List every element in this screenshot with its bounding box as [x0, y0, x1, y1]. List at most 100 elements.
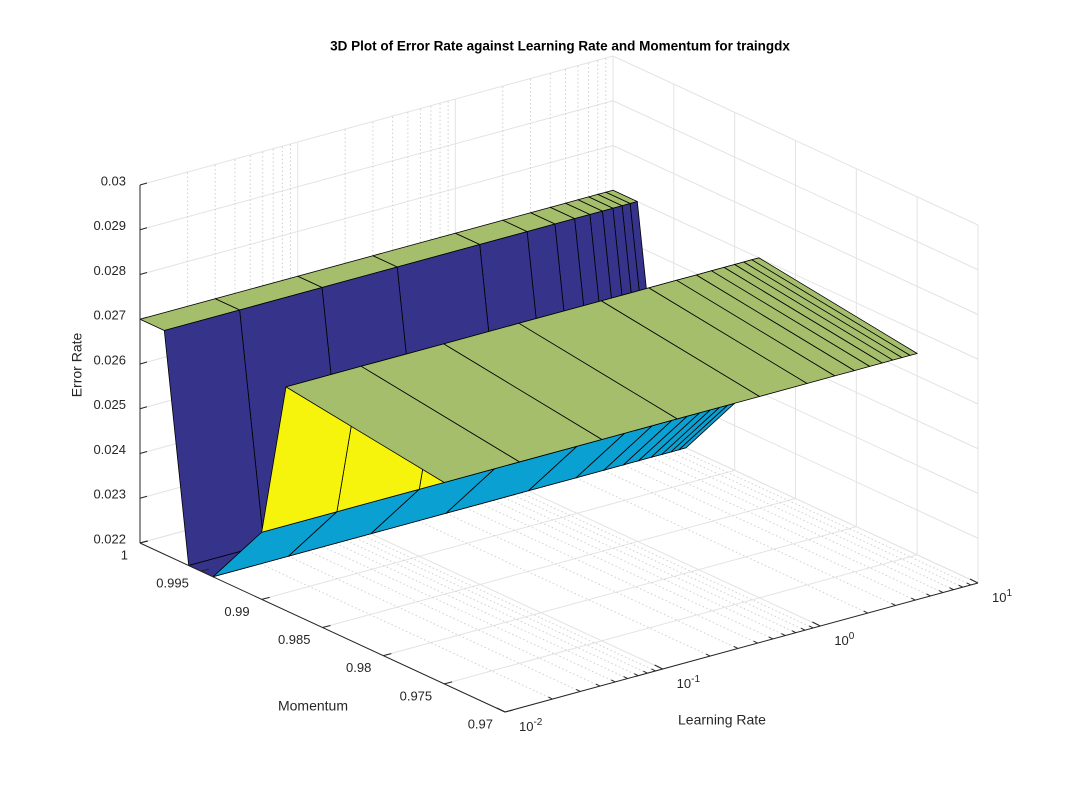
x-minor-tick	[623, 676, 628, 679]
x-minor-tick	[926, 593, 931, 597]
x-tick-power: 0	[849, 631, 855, 642]
z-tick-label: 0.03	[101, 173, 126, 188]
z-tick-label: 0.024	[93, 442, 126, 457]
x-minor-tick	[891, 603, 896, 606]
z-tick	[139, 495, 148, 499]
x-tick	[496, 707, 506, 713]
minor-grid-line	[420, 466, 786, 636]
z-tick-label: 0.027	[93, 308, 126, 323]
x-tick-label: 101	[992, 588, 1012, 606]
x-minor-tick	[781, 633, 786, 636]
y-tick-label: 0.985	[278, 632, 311, 647]
x-minor-tick	[768, 636, 774, 640]
y-tick	[261, 596, 270, 600]
grid-line	[261, 469, 735, 600]
z-axis-title: Error Rate	[69, 333, 85, 398]
axes: 0.022 0.023 0.024 0.025 0.026 0.027 0.028 0.029…	[93, 173, 1012, 734]
y-tick-label: 0.975	[400, 688, 433, 703]
minor-grid-line	[372, 479, 739, 649]
z-tick-label: 0.025	[93, 397, 126, 412]
x-tick-base: 10	[677, 676, 691, 691]
minor-grid-line	[530, 436, 896, 606]
x-minor-tick	[966, 582, 972, 586]
grid-line	[139, 145, 614, 275]
y-tick	[139, 540, 149, 544]
minor-grid-line	[273, 506, 639, 677]
z-tick	[139, 182, 148, 186]
x-minor-tick	[595, 683, 601, 687]
x-minor-tick	[610, 679, 616, 683]
x-tick	[812, 621, 821, 627]
z-tick-label: 0.028	[93, 263, 126, 278]
grid-line	[444, 554, 918, 685]
x-tick-power: -1	[691, 674, 700, 685]
x-minor-tick	[548, 696, 553, 700]
x-minor-tick	[958, 584, 963, 588]
minor-grid-line	[392, 473, 758, 644]
minor-grid-line	[588, 420, 954, 591]
x-minor-tick	[651, 668, 656, 672]
x-tick	[654, 664, 663, 670]
x-minor-tick	[753, 640, 758, 644]
minor-grid-line	[502, 443, 869, 614]
x-minor-tick	[863, 610, 869, 614]
y-tick-label: 0.97	[468, 716, 493, 731]
surface-face	[285, 365, 520, 483]
x-tick-base: 10	[992, 590, 1006, 605]
minor-grid-line	[262, 509, 628, 679]
y-axis-title: Momentum	[278, 698, 348, 714]
x-tick-power: 1	[1006, 588, 1012, 599]
grid-line	[383, 526, 857, 657]
minor-grid-line	[605, 415, 971, 586]
minor-grid-line	[597, 417, 963, 588]
z-tick	[139, 227, 148, 231]
x-minor-tick	[949, 587, 954, 591]
y-tick	[504, 709, 514, 713]
y-tick	[383, 653, 392, 657]
y-tick-label: 1	[121, 547, 128, 562]
z-tick	[139, 406, 148, 410]
x-minor-tick	[800, 627, 806, 631]
z-tick-label: 0.022	[93, 531, 126, 546]
x-minor-tick	[576, 689, 581, 692]
z-tick	[139, 451, 148, 454]
x-minor-tick	[938, 590, 944, 593]
minor-grid-line	[407, 469, 774, 640]
z-tick-label: 0.026	[93, 352, 126, 367]
minor-grid-line	[282, 503, 648, 674]
minor-grid-line	[577, 423, 944, 593]
y-tick	[444, 681, 453, 685]
minor-grid-line	[439, 460, 806, 631]
grid-line	[139, 100, 614, 231]
x-tick-label: 10-2	[519, 717, 543, 735]
z-tick-label: 0.023	[93, 487, 126, 502]
y-tick-label: 0.99	[224, 604, 249, 619]
z-tick	[139, 361, 148, 365]
x-minor-tick	[911, 597, 916, 601]
y-tick	[322, 625, 331, 628]
x-minor-tick	[791, 630, 797, 634]
minor-grid-line	[430, 463, 797, 634]
minor-grid-line	[234, 516, 601, 687]
x-axis	[504, 582, 979, 713]
minor-grid-line	[187, 529, 553, 700]
y-tick	[200, 568, 209, 572]
x-tick-base: 10	[834, 633, 848, 648]
minor-grid-line	[344, 486, 711, 657]
z-tick	[139, 316, 148, 320]
grid-line	[139, 55, 614, 186]
x-minor-tick	[808, 625, 814, 629]
minor-grid-line	[290, 501, 656, 672]
x-minor-tick	[705, 653, 711, 657]
x-tick-base: 10	[519, 719, 533, 734]
x-tick-power: -2	[533, 717, 542, 728]
x-minor-tick	[643, 670, 648, 674]
y-tick-label: 0.98	[346, 660, 371, 675]
x-minor-tick	[634, 673, 639, 677]
surface	[139, 189, 918, 578]
z-tick-label: 0.029	[93, 218, 126, 233]
minor-grid-line	[565, 426, 931, 597]
chart-title: 3D Plot of Error Rate against Learning R…	[330, 39, 790, 54]
x-minor-tick	[733, 646, 739, 649]
